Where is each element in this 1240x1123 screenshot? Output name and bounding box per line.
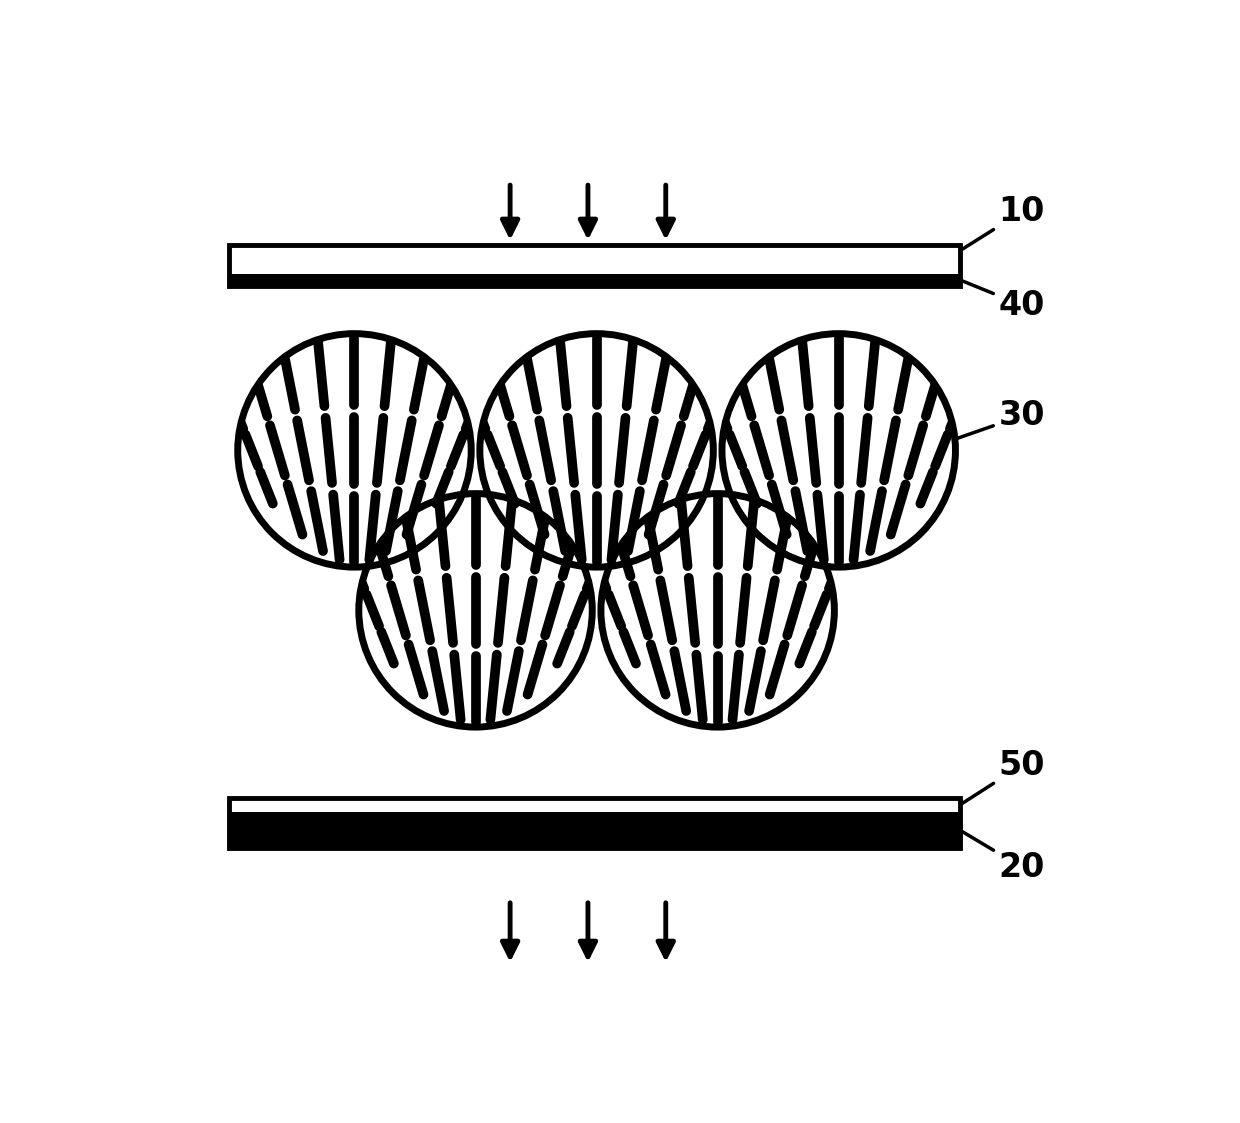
Bar: [229, 245, 960, 274]
Circle shape: [238, 334, 471, 567]
Text: 50: 50: [962, 749, 1045, 804]
Circle shape: [601, 494, 835, 727]
Bar: [229, 245, 960, 286]
Bar: [229, 274, 960, 286]
Bar: [229, 812, 960, 848]
Bar: [229, 798, 960, 848]
Circle shape: [480, 334, 713, 567]
Text: 30: 30: [925, 400, 1045, 449]
Text: 20: 20: [962, 831, 1045, 884]
Bar: [229, 798, 960, 812]
Text: 10: 10: [962, 195, 1045, 249]
Circle shape: [722, 334, 956, 567]
Circle shape: [358, 494, 593, 727]
Text: 40: 40: [962, 281, 1045, 321]
